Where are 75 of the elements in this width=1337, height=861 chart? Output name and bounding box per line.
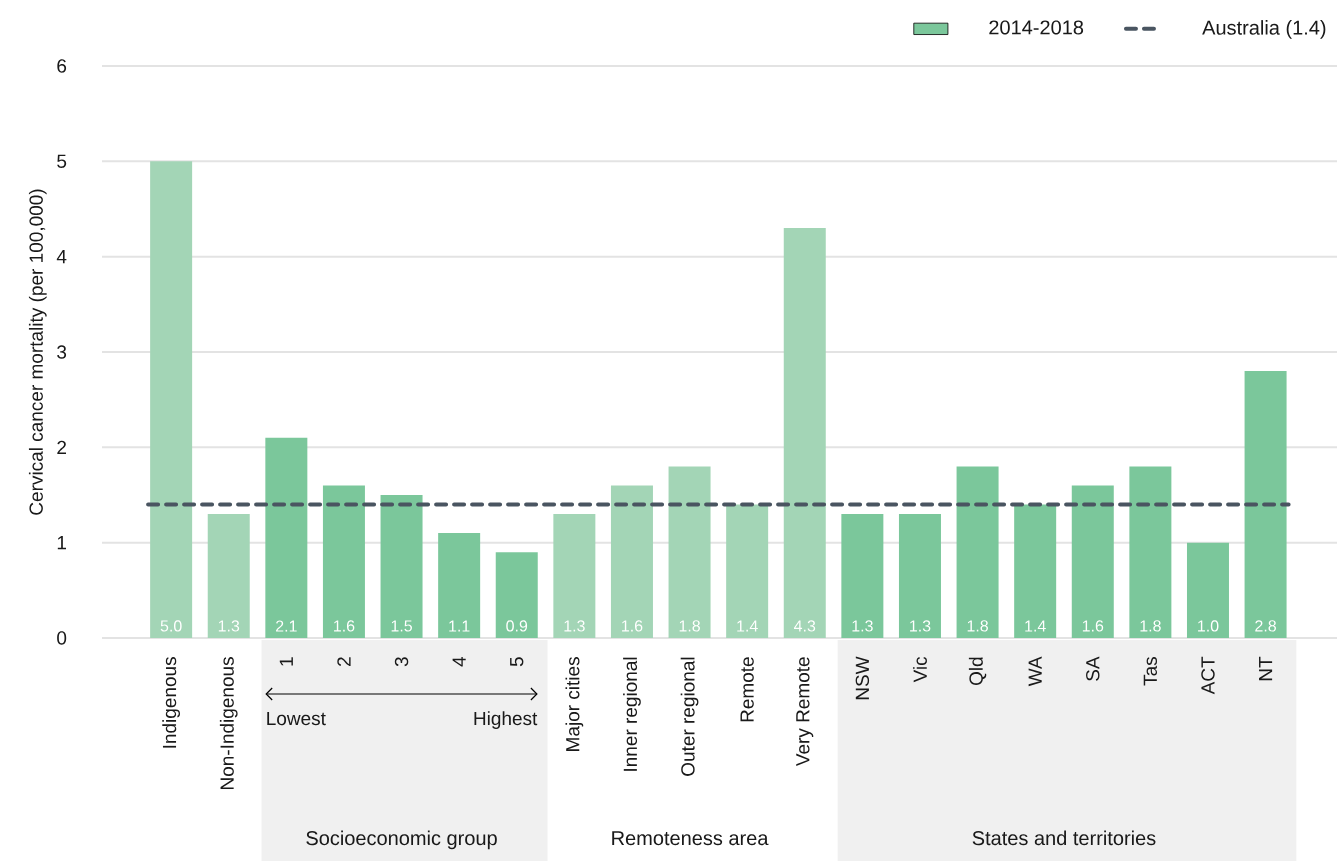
legend-label: 2014-2018 bbox=[989, 20, 1084, 35]
x-tick-label: WA bbox=[1028, 656, 1042, 687]
x-tick-label: NSW bbox=[855, 656, 870, 700]
y-tick-label: 2 bbox=[57, 440, 67, 454]
bar bbox=[726, 504, 769, 638]
data-label: 1.4 bbox=[737, 620, 758, 632]
bar bbox=[1244, 371, 1287, 638]
bar bbox=[495, 552, 538, 638]
data-label: 2.1 bbox=[276, 620, 297, 632]
x-tick-label: 3 bbox=[394, 657, 409, 667]
x-tick-label: Outer regional bbox=[680, 657, 699, 776]
bar bbox=[438, 533, 481, 638]
y-tick-label: 3 bbox=[57, 345, 67, 359]
x-tick-label: SA bbox=[1086, 656, 1100, 681]
x-tick-label: 1 bbox=[279, 657, 293, 666]
data-label: 1.6 bbox=[334, 620, 355, 632]
data-label: 5.0 bbox=[160, 620, 182, 632]
data-label: 1.3 bbox=[852, 620, 873, 632]
bar bbox=[898, 514, 941, 638]
x-tick-label: Non-Indigenous bbox=[219, 657, 238, 789]
bar bbox=[207, 514, 250, 638]
x-tick-label: Very Remote bbox=[796, 657, 814, 767]
bar bbox=[553, 514, 596, 638]
bar bbox=[841, 514, 884, 638]
data-label: 1.3 bbox=[218, 620, 240, 632]
text: Lowest bbox=[267, 711, 326, 726]
data-label: 1.6 bbox=[622, 620, 643, 632]
data-label: 1.6 bbox=[1082, 620, 1104, 632]
data-label: 1.8 bbox=[967, 620, 988, 632]
data-label: 4.3 bbox=[794, 620, 816, 632]
bar bbox=[1129, 466, 1172, 638]
data-label: 1.3 bbox=[564, 620, 585, 632]
bar bbox=[783, 228, 826, 638]
text: Remoteness area bbox=[612, 831, 769, 846]
bar bbox=[150, 161, 193, 638]
y-tick-label: 6 bbox=[57, 59, 67, 73]
x-tick-label: ACT bbox=[1201, 656, 1215, 695]
bar bbox=[265, 437, 308, 638]
x-tick-label: Qld bbox=[968, 657, 987, 686]
y-tick-label: 5 bbox=[57, 154, 67, 168]
x-tick-label: Vic bbox=[912, 656, 927, 683]
text: States and territories bbox=[972, 830, 1156, 846]
data-label: 1.5 bbox=[391, 620, 412, 632]
x-tick-label: Remote bbox=[740, 657, 754, 722]
x-tick-label: Indigenous bbox=[162, 657, 180, 748]
bar bbox=[322, 485, 365, 638]
data-label: 1.8 bbox=[1140, 620, 1161, 632]
data-label: 2.8 bbox=[1255, 620, 1276, 632]
x-tick-label: 5 bbox=[510, 657, 524, 667]
data-label: 1.3 bbox=[910, 620, 931, 632]
data-label: 1.8 bbox=[679, 620, 700, 632]
data-label: 1.4 bbox=[1025, 620, 1046, 632]
data-label: 0.9 bbox=[506, 620, 528, 632]
legend-label: Australia (1.4) bbox=[1202, 20, 1326, 39]
bar bbox=[1186, 542, 1229, 638]
x-tick-label: 2 bbox=[337, 657, 351, 667]
bar bbox=[610, 485, 653, 638]
data-label: 1.1 bbox=[449, 620, 470, 632]
x-tick-label: 4 bbox=[452, 656, 466, 667]
x-tick-label: Tas bbox=[1143, 657, 1158, 686]
bar bbox=[1014, 504, 1057, 638]
text: Socioeconomic group bbox=[306, 830, 497, 850]
bar bbox=[668, 466, 711, 638]
text: Highest bbox=[474, 711, 538, 729]
y-axis-title: Cervical cancer mortality (per 100,000) bbox=[28, 189, 47, 515]
bar bbox=[380, 494, 423, 638]
bar bbox=[1071, 485, 1114, 638]
y-tick-label: 4 bbox=[56, 250, 67, 264]
x-tick-label: Inner regional bbox=[623, 657, 641, 771]
data-label: 1.0 bbox=[1198, 620, 1219, 632]
y-tick-label: 0 bbox=[57, 631, 67, 645]
bar bbox=[956, 466, 999, 638]
x-tick-label: NT bbox=[1259, 656, 1273, 681]
x-tick-label: Major cities bbox=[565, 657, 584, 751]
y-tick-label: 1 bbox=[57, 536, 67, 550]
